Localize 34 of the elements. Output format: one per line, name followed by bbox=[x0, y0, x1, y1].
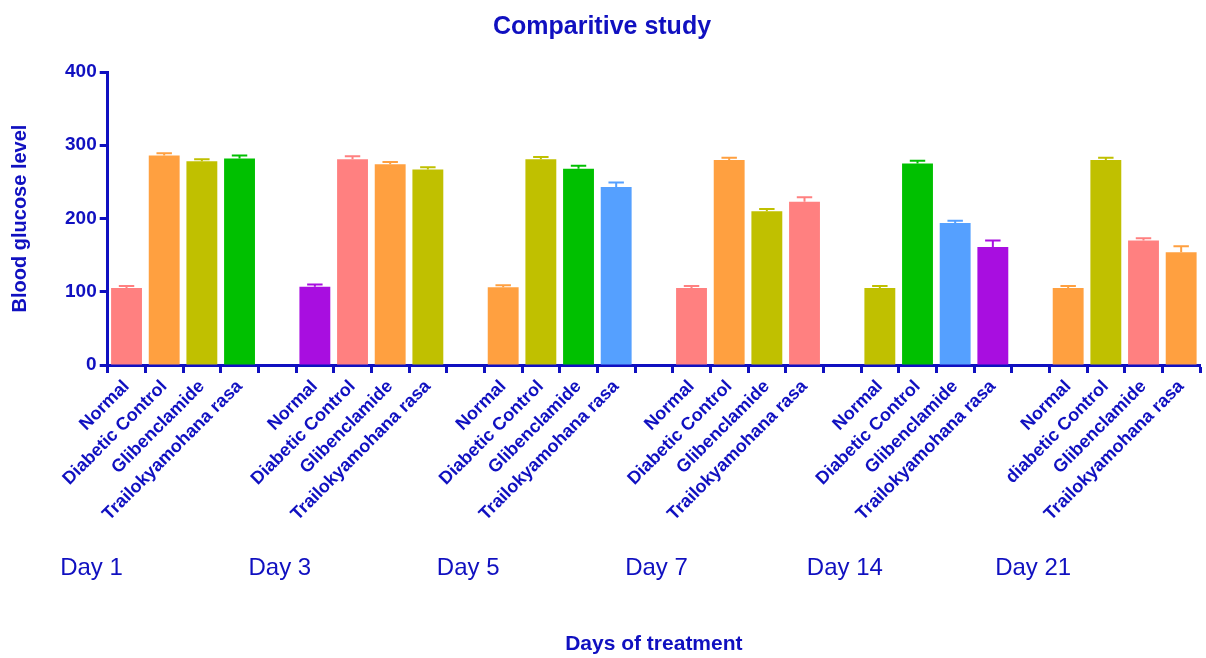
y-tick-label: 100 bbox=[65, 280, 97, 301]
bar bbox=[337, 159, 368, 365]
y-tick-label: 0 bbox=[86, 353, 97, 375]
bar bbox=[487, 287, 519, 365]
y-tick-label: 300 bbox=[65, 133, 97, 155]
text: Day 1 bbox=[60, 552, 123, 580]
bar bbox=[1052, 288, 1084, 365]
bar bbox=[864, 288, 896, 365]
bar bbox=[186, 161, 218, 365]
bar bbox=[111, 288, 142, 365]
bar bbox=[224, 158, 255, 365]
text: Day 14 bbox=[806, 552, 883, 580]
text: Day 5 bbox=[436, 552, 500, 580]
bar bbox=[1128, 240, 1159, 365]
bar bbox=[299, 286, 331, 365]
bar bbox=[374, 164, 406, 365]
bar bbox=[902, 163, 933, 365]
bar bbox=[412, 169, 444, 365]
y-tick-label: 200 bbox=[65, 206, 97, 228]
bar bbox=[1090, 159, 1122, 365]
bar bbox=[525, 159, 557, 365]
bar bbox=[676, 288, 707, 365]
y-tick-label: 400 bbox=[65, 60, 97, 82]
bar bbox=[751, 211, 783, 365]
bar bbox=[563, 168, 594, 365]
bar bbox=[939, 222, 971, 365]
text: Day 3 bbox=[248, 552, 312, 580]
text: Days of treatment bbox=[565, 630, 743, 654]
text: Day 21 bbox=[995, 552, 1072, 580]
bar bbox=[148, 155, 180, 365]
text: Day 7 bbox=[625, 552, 688, 580]
y-axis-title: Blood glucose level bbox=[7, 124, 30, 313]
bar bbox=[713, 159, 745, 365]
chart-title: Comparitive study bbox=[492, 10, 712, 39]
